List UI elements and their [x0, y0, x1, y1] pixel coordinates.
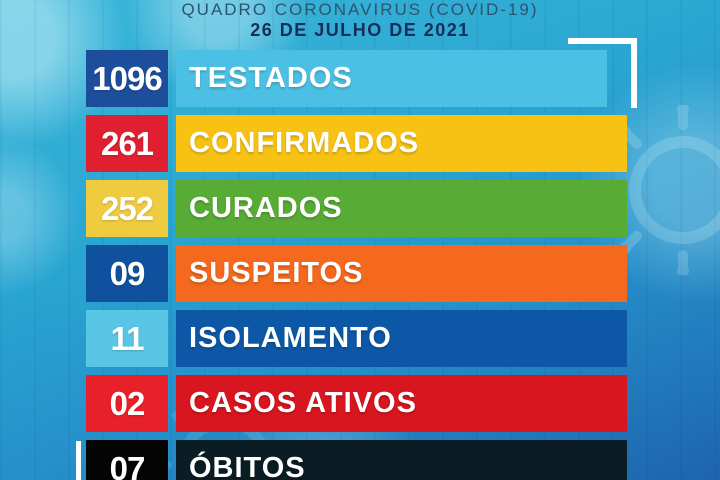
stat-value: 261: [86, 115, 168, 172]
stat-row: 261 CONFIRMADOS: [86, 115, 627, 172]
row-gap: [168, 310, 176, 367]
stat-label: ÓBITOS: [189, 452, 306, 480]
row-gap: [168, 375, 176, 432]
stat-bar: CONFIRMADOS: [176, 115, 627, 172]
stat-value: 1096: [86, 50, 168, 107]
stat-value: 09: [86, 245, 168, 302]
stat-row: 02 CASOS ATIVOS: [86, 375, 627, 432]
stat-label: ISOLAMENTO: [189, 322, 392, 354]
stat-row: 11 ISOLAMENTO: [86, 310, 627, 367]
row-gap: [168, 245, 176, 302]
stat-value: 07: [86, 440, 168, 480]
row-gap: [168, 180, 176, 237]
stat-row: 252 CURADOS: [86, 180, 627, 237]
board-title: QUADRO CORONAVIRUS (COVID-19): [181, 0, 539, 19]
corner-bracket-top-right: [568, 38, 637, 44]
stat-bar: TESTADOS: [176, 50, 607, 107]
stat-row: 07 ÓBITOS: [86, 440, 627, 480]
row-gap: [168, 440, 176, 480]
stat-bar: CASOS ATIVOS: [176, 375, 627, 432]
stat-label: CONFIRMADOS: [189, 127, 420, 159]
stat-row: 09 SUSPEITOS: [86, 245, 627, 302]
row-gap: [168, 50, 176, 107]
stat-value: 252: [86, 180, 168, 237]
stat-bar: SUSPEITOS: [176, 245, 627, 302]
stat-bar: ÓBITOS: [176, 440, 627, 480]
stats-board: 1096 TESTADOS 261 CONFIRMADOS 252 CURADO…: [86, 50, 627, 480]
stat-label: CASOS ATIVOS: [189, 387, 417, 419]
stat-label: TESTADOS: [189, 62, 353, 94]
stat-bar: ISOLAMENTO: [176, 310, 627, 367]
stat-label: CURADOS: [189, 192, 343, 224]
stat-value: 02: [86, 375, 168, 432]
stat-label: SUSPEITOS: [189, 257, 364, 289]
board-date: 26 DE JULHO DE 2021: [250, 20, 470, 40]
stat-value: 11: [86, 310, 168, 367]
corner-bracket-bottom-left: [76, 441, 81, 480]
stat-bar: CURADOS: [176, 180, 627, 237]
board-header: QUADRO CORONAVIRUS (COVID-19) 26 DE JULH…: [0, 0, 720, 40]
stat-row: 1096 TESTADOS: [86, 50, 627, 107]
row-gap: [168, 115, 176, 172]
corner-bracket-top-right: [631, 38, 637, 108]
